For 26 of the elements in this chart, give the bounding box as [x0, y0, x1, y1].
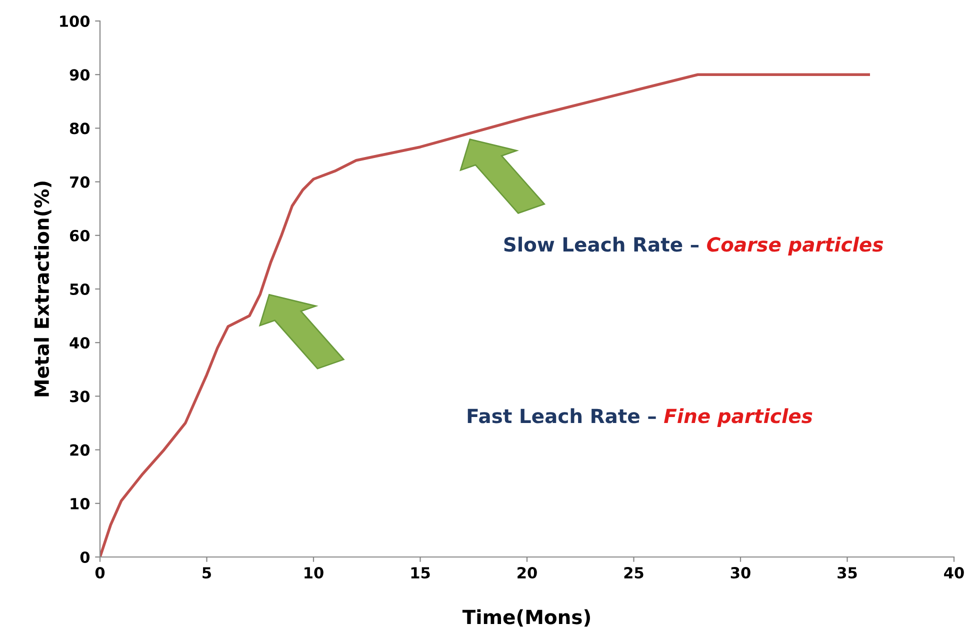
- annotation: Fast Leach Rate –: [468, 408, 656, 424]
- annotation: Slow Leach Rate –: [504, 236, 699, 252]
- y-axis-title: Metal Extraction(%): [34, 182, 52, 396]
- x-tick-label: 40: [944, 566, 964, 579]
- y-tick-label: 50: [70, 283, 90, 296]
- x-tick-label: 35: [838, 566, 857, 579]
- x-tick-label: 25: [624, 566, 644, 579]
- x-tick-label: 5: [202, 567, 211, 579]
- y-tick-label: 10: [70, 498, 90, 510]
- y-tick-label: 20: [70, 444, 90, 456]
- x-axis-title: Time(Mons): [462, 609, 590, 627]
- x-tick-label: 10: [304, 566, 324, 579]
- y-tick-label: 40: [70, 337, 90, 349]
- y-tick-label: 30: [70, 390, 90, 402]
- y-tick-label: 80: [70, 122, 90, 134]
- y-tick-label: 70: [70, 176, 90, 188]
- annotation: Coarse particles: [707, 236, 884, 256]
- y-tick-label: 100: [60, 15, 90, 28]
- x-tick-label: 30: [730, 566, 750, 579]
- annotation: Fine particles: [664, 408, 812, 428]
- x-tick-label: 20: [518, 566, 537, 579]
- y-tick-label: 90: [70, 69, 90, 81]
- x-tick-label: 0: [95, 566, 105, 579]
- y-tick-label: 60: [70, 230, 90, 242]
- x-tick-label: 15: [411, 567, 430, 579]
- y-tick-label: 0: [80, 551, 90, 564]
